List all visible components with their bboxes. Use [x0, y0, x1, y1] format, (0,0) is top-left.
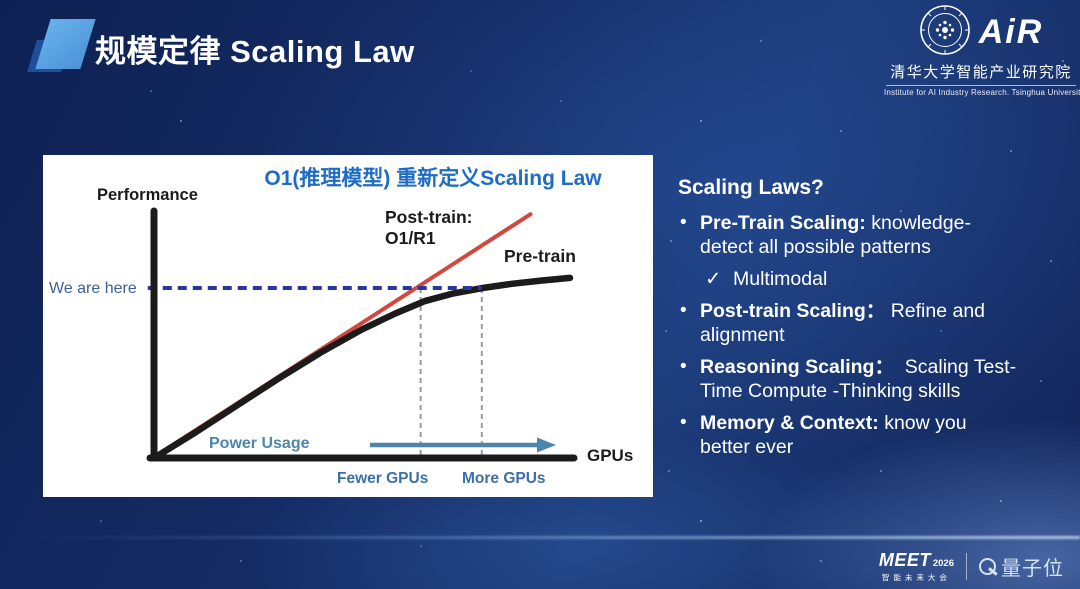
scaling-laws-list: • Pre-Train Scaling: knowledge- detect al…: [678, 211, 1074, 459]
power-usage-label: Power Usage: [209, 435, 310, 452]
pre-train-curve: [150, 274, 574, 462]
bullet-post-train-scaling: • Post-train Scaling： Refine and alignmen…: [680, 300, 986, 346]
qbitai-logo: 量子位: [979, 552, 1064, 581]
x-axis-label: GPUs: [587, 446, 634, 465]
bullet-dot: •: [680, 212, 687, 233]
check-icon: ✓: [705, 268, 722, 290]
bullet-dot: •: [680, 412, 687, 433]
meet-tagline: 智能未来大会: [881, 573, 951, 582]
air-institute-logo: AiR 清华大学智能产业研究院 Institute for AI Industr…: [884, 4, 1080, 97]
bullet-reasoning-scaling: • Reasoning Scaling： Scaling Test- Time C…: [680, 356, 1017, 402]
we-are-here-label: We are here: [49, 280, 137, 297]
scaling-law-chart-panel: O1(推理模型) 重新定义Scaling Law Performance We …: [43, 155, 653, 497]
scaling-law-chart: [146, 207, 578, 462]
starfield-decoration: [0, 0, 2, 2]
air-english-name: Institute for AI Industry Research. Tsin…: [884, 88, 1080, 97]
bullet-dot: •: [680, 300, 687, 321]
more-gpus-label: More GPUs: [462, 470, 546, 487]
horizon-glow: [0, 536, 1080, 539]
fewer-gpus-label: Fewer GPUs: [337, 470, 429, 487]
air-chinese-name: 清华大学智能产业研究院: [890, 64, 1072, 81]
scaling-laws-text-panel: Scaling Laws? • Pre-Train Scaling: knowle…: [678, 176, 1074, 467]
chart-title: O1(推理模型) 重新定义Scaling Law: [264, 167, 602, 190]
y-axis-label: Performance: [97, 186, 198, 204]
meet-year: 2026: [932, 558, 954, 569]
sub-bullet-multimodal: ✓ Multimodal: [705, 268, 828, 290]
bullet-memory-context: • Memory & Context: know you better ever: [680, 412, 967, 458]
footer-divider: [966, 553, 967, 580]
meet-2026-logo: MEET 2026 智能未来大会: [879, 550, 954, 583]
qbitai-name: 量子位: [1001, 558, 1064, 580]
bullet-dot: •: [680, 356, 687, 377]
meet-wordmark: MEET: [878, 550, 931, 570]
qbitai-q-icon: [979, 558, 996, 575]
air-wordmark: AiR: [978, 12, 1044, 51]
tsinghua-seal-icon: [919, 4, 971, 61]
footer-logos: MEET 2026 智能未来大会 量子位: [879, 550, 1064, 583]
page-title: 规模定律 Scaling Law: [95, 34, 415, 69]
scaling-laws-heading: Scaling Laws?: [678, 176, 824, 199]
bullet-pre-train-scaling: • Pre-Train Scaling: knowledge- detect al…: [680, 212, 971, 258]
pre-train-label: Pre-train: [504, 246, 576, 266]
title-parallelogram-icon: [35, 19, 96, 69]
power-usage-arrow-icon: [370, 437, 556, 453]
air-logo-divider: [886, 85, 1076, 86]
post-train-label: Post-train: O1/R1: [385, 207, 473, 248]
